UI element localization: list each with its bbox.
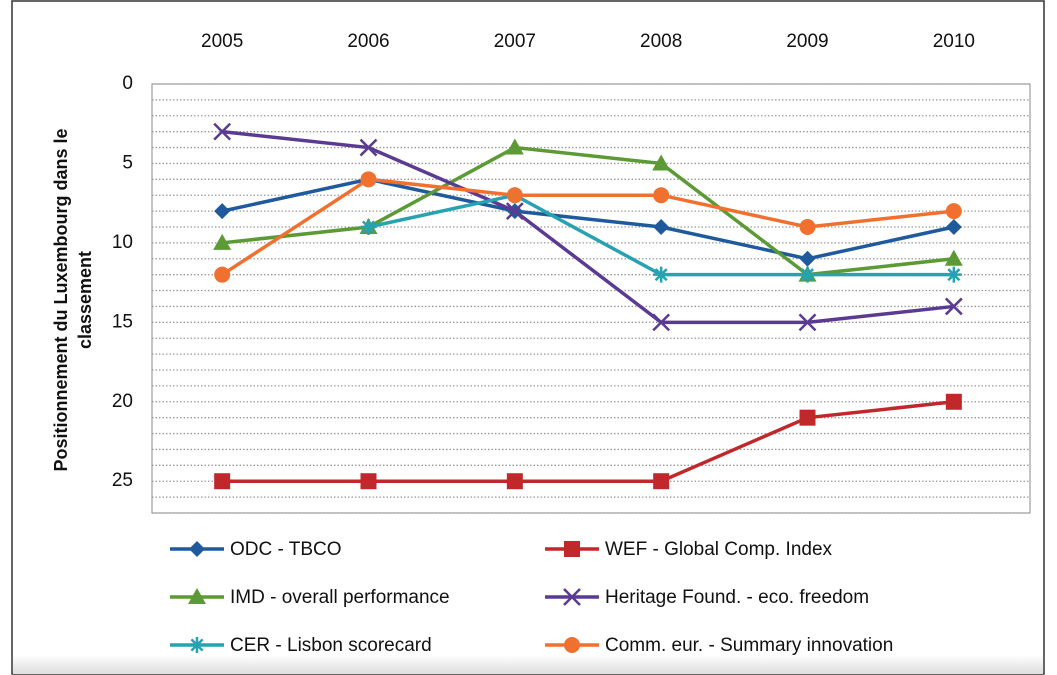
y-axis-label: classement bbox=[75, 251, 95, 349]
data-point bbox=[653, 266, 670, 283]
data-point bbox=[945, 266, 962, 283]
data-point bbox=[652, 313, 671, 332]
y-tick-label: 10 bbox=[112, 232, 133, 253]
data-point bbox=[506, 473, 523, 490]
data-point bbox=[653, 187, 670, 204]
data-point bbox=[944, 249, 963, 266]
legend-marker bbox=[189, 637, 205, 653]
data-point bbox=[214, 266, 231, 283]
data-point bbox=[360, 219, 377, 235]
data-point bbox=[360, 473, 377, 490]
data-point bbox=[945, 393, 962, 410]
data-point bbox=[214, 473, 231, 490]
data-point bbox=[213, 233, 232, 250]
data-point bbox=[653, 219, 670, 235]
y-tick-label: 0 bbox=[122, 73, 133, 94]
data-point bbox=[214, 203, 231, 220]
plot-area bbox=[151, 83, 1031, 514]
legend-label: WEF - Global Comp. Index bbox=[605, 539, 833, 560]
data-point bbox=[652, 154, 671, 171]
data-point bbox=[505, 202, 524, 220]
legend-label: Heritage Found. - eco. freedom bbox=[605, 587, 869, 608]
data-point bbox=[799, 409, 816, 426]
legend-marker bbox=[564, 541, 580, 557]
legend-label: CER - Lisbon scorecard bbox=[230, 635, 432, 656]
y-tick-label: 25 bbox=[112, 470, 133, 491]
y-axis-label: Positionnement du Luxembourg dans le bbox=[51, 128, 71, 471]
legend-marker bbox=[563, 588, 581, 606]
legend-label: ODC - TBCO bbox=[230, 539, 342, 560]
y-tick-label: 15 bbox=[112, 311, 133, 332]
x-tick-label: 2010 bbox=[933, 31, 975, 52]
series-line bbox=[221, 129, 955, 325]
data-point bbox=[798, 313, 817, 332]
legend-label: Comm. eur. - Summary innovation bbox=[605, 635, 893, 656]
data-point bbox=[944, 297, 963, 316]
data-point bbox=[360, 171, 377, 188]
x-tick-label: 2007 bbox=[494, 31, 536, 52]
series-line bbox=[222, 400, 955, 483]
data-point bbox=[945, 203, 962, 220]
legend-label: IMD - overall performance bbox=[230, 587, 450, 608]
legend-marker bbox=[189, 541, 205, 557]
data-point bbox=[799, 266, 816, 283]
series-line bbox=[221, 177, 955, 261]
y-tick-label: 5 bbox=[122, 152, 133, 173]
data-point bbox=[359, 138, 378, 157]
x-tick-label: 2009 bbox=[786, 31, 828, 52]
series-line bbox=[221, 145, 955, 277]
data-point bbox=[505, 138, 524, 155]
x-tick-label: 2005 bbox=[201, 31, 243, 52]
data-point bbox=[653, 473, 670, 490]
data-point bbox=[799, 219, 816, 235]
series-line bbox=[221, 177, 955, 277]
y-tick-label: 20 bbox=[112, 391, 133, 412]
x-tick-label: 2006 bbox=[347, 31, 389, 52]
footer-shade bbox=[13, 655, 1043, 674]
data-point bbox=[799, 250, 816, 267]
data-point bbox=[945, 219, 962, 235]
legend-marker bbox=[188, 588, 206, 604]
data-point bbox=[506, 187, 523, 204]
x-tick-label: 2008 bbox=[640, 31, 682, 52]
legend-marker bbox=[564, 637, 580, 653]
data-point bbox=[213, 122, 232, 141]
